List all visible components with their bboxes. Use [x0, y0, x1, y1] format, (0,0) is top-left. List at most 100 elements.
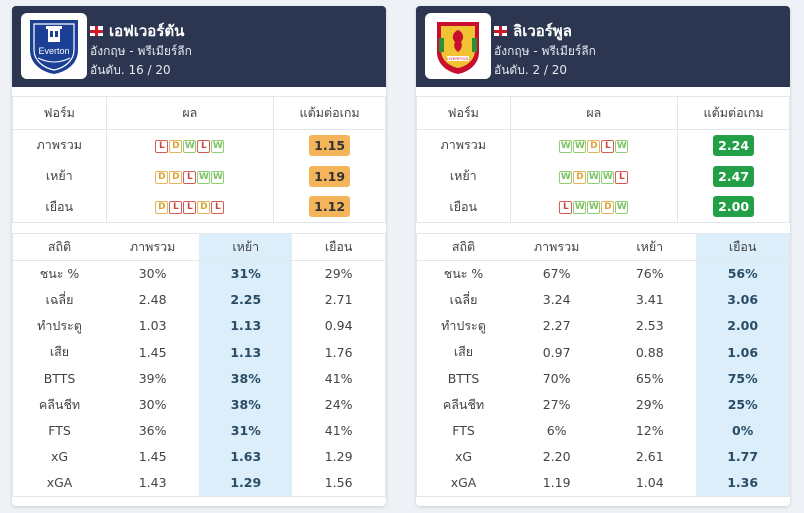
- stat-value: 3.06: [696, 286, 790, 313]
- form-table: ฟอร์ม ผล แต้มต่อเกม ภาพรวม W W D L W 2.24 เหย้า…: [416, 96, 790, 223]
- result-badge[interactable]: L: [601, 139, 615, 153]
- result-badge[interactable]: W: [197, 170, 211, 184]
- stat-label: xG: [454, 449, 473, 465]
- form-row: ภาพรวม L D W L W 1.15: [12, 129, 386, 161]
- result-badge[interactable]: L: [559, 201, 573, 215]
- result-badge[interactable]: W: [211, 170, 225, 184]
- league-rank: อันดับ. 16 / 20: [90, 63, 171, 77]
- stats-table: สถิติ ภาพรวม เหย้า เยือน ชนะ % 30% 31% 29% เฉลี่…: [12, 233, 386, 497]
- ppg-badge: 2.47: [713, 165, 755, 187]
- team-name[interactable]: ลิเวอร์พูล: [513, 22, 572, 40]
- stats-row: คลีนชีท 30% 38% 24%: [13, 391, 386, 418]
- england-flag-icon: [494, 26, 507, 36]
- result-badge[interactable]: W: [559, 139, 573, 153]
- result-badge[interactable]: L: [183, 201, 197, 215]
- stat-label: FTS: [452, 423, 475, 439]
- result-badge[interactable]: D: [169, 170, 183, 184]
- stat-label: BTTS: [447, 370, 480, 386]
- stat-value: 1.36: [696, 470, 790, 497]
- result-badge[interactable]: W: [615, 201, 629, 215]
- result-badge[interactable]: W: [587, 201, 601, 215]
- ppg-badge: 2.00: [713, 196, 755, 218]
- stat-label: คลีนชีท: [442, 396, 485, 412]
- stats-row: FTS 36% 31% 41%: [13, 417, 386, 444]
- result-badge[interactable]: W: [183, 139, 197, 153]
- stats-header: เยือน: [292, 233, 386, 261]
- ppg-cell: 2.24: [678, 130, 790, 161]
- stat-value: 2.00: [696, 312, 790, 340]
- ppg-cell: 1.12: [274, 192, 386, 223]
- result-badge[interactable]: L: [197, 139, 211, 153]
- stat-value: 67%: [542, 266, 571, 282]
- team-name[interactable]: เอฟเวอร์ตัน: [109, 22, 185, 40]
- result-badge[interactable]: W: [615, 139, 629, 153]
- team-name-link[interactable]: ลิเวอร์พูล: [494, 19, 572, 43]
- stat-value: 3.24: [542, 292, 571, 308]
- result-badge[interactable]: W: [573, 201, 587, 215]
- stat-value: 2.61: [635, 449, 664, 465]
- stats-header: ภาพรวม: [106, 233, 200, 261]
- stat-value: 1.03: [138, 318, 167, 334]
- result-badge[interactable]: L: [183, 170, 197, 184]
- stats-row: xGA 1.43 1.29 1.56: [13, 470, 386, 497]
- stat-value: 41%: [324, 423, 353, 439]
- result-badge[interactable]: D: [587, 139, 601, 153]
- stat-value: 2.25: [199, 286, 293, 313]
- result-badge[interactable]: L: [155, 139, 169, 153]
- result-badge[interactable]: W: [211, 139, 225, 153]
- result-badge[interactable]: D: [573, 170, 587, 184]
- form-row: ภาพรวม W W D L W 2.24: [416, 129, 790, 161]
- result-badge[interactable]: L: [615, 170, 629, 184]
- stat-label: xGA: [46, 475, 73, 491]
- form-row-label: เยือน: [416, 191, 511, 223]
- stat-value: 38%: [199, 391, 293, 418]
- stat-value: 41%: [324, 370, 353, 386]
- stat-label: คลีนชีท: [38, 396, 81, 412]
- stat-value: 2.27: [542, 318, 571, 334]
- stat-value: 76%: [635, 266, 664, 282]
- stat-value: 2.48: [138, 292, 167, 308]
- stat-label: เฉลี่ย: [45, 291, 74, 307]
- result-badge[interactable]: W: [601, 170, 615, 184]
- result-badge[interactable]: L: [169, 201, 183, 215]
- stat-value: 27%: [542, 397, 571, 413]
- league-rank: อันดับ. 2 / 20: [494, 63, 568, 77]
- results-header: ผล: [510, 96, 679, 130]
- liverpool-crest-icon[interactable]: LIVERPOOL: [425, 13, 491, 79]
- stat-value: 12%: [635, 423, 664, 439]
- stat-value: 0.94: [324, 318, 353, 334]
- stats-row: เฉลี่ย 3.24 3.41 3.06: [417, 286, 790, 313]
- result-badge[interactable]: W: [573, 139, 587, 153]
- result-badge[interactable]: D: [155, 201, 169, 215]
- form-row: เยือน D L L D L 1.12: [12, 191, 386, 223]
- form-row-label: เหย้า: [416, 160, 511, 192]
- result-badge[interactable]: W: [559, 170, 573, 184]
- stat-value: 1.76: [324, 344, 353, 360]
- stat-value: 1.63: [199, 443, 293, 470]
- svg-text:LIVERPOOL: LIVERPOOL: [447, 56, 470, 61]
- stat-value: 1.43: [138, 475, 167, 491]
- stat-value: 30%: [138, 397, 167, 413]
- team-header: Everton เอฟเวอร์ตัน อังกฤษ - พรีเมียร์ลี…: [12, 6, 386, 87]
- result-badge[interactable]: D: [601, 201, 615, 215]
- ppg-cell: 2.47: [678, 161, 790, 192]
- stat-value: 6%: [546, 423, 567, 439]
- form-row-label: เยือน: [12, 191, 107, 223]
- result-badge[interactable]: D: [155, 170, 169, 184]
- stats-header: เหย้า: [199, 233, 293, 261]
- result-badge[interactable]: L: [211, 201, 225, 215]
- team-name-link[interactable]: เอฟเวอร์ตัน: [90, 19, 184, 43]
- stat-label: FTS: [48, 423, 71, 439]
- result-badge[interactable]: D: [197, 201, 211, 215]
- result-badge[interactable]: W: [587, 170, 601, 184]
- stats-row: BTTS 39% 38% 41%: [13, 365, 386, 392]
- stat-value: 1.29: [324, 449, 353, 465]
- league-name: อังกฤษ - พรีเมียร์ลีก: [90, 44, 192, 58]
- form-row: เยือน L W W D W 2.00: [416, 191, 790, 223]
- ppg-badge: 1.19: [309, 165, 351, 187]
- everton-crest-icon[interactable]: Everton: [21, 13, 87, 79]
- result-badge[interactable]: D: [169, 139, 183, 153]
- stat-label: เสีย: [453, 344, 474, 360]
